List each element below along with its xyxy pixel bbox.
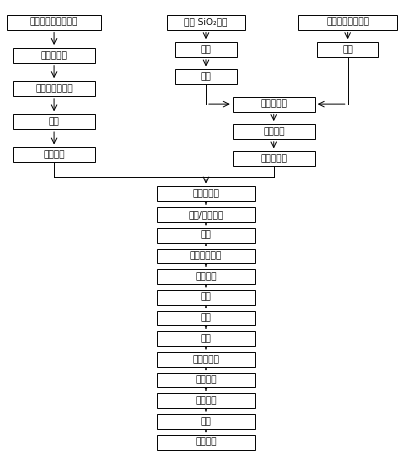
FancyBboxPatch shape xyxy=(167,15,245,30)
FancyBboxPatch shape xyxy=(157,249,255,263)
FancyBboxPatch shape xyxy=(13,81,95,96)
FancyBboxPatch shape xyxy=(157,373,255,387)
Text: 堆放养生: 堆放养生 xyxy=(195,396,217,405)
Text: 纳米 SiO₂粒子: 纳米 SiO₂粒子 xyxy=(184,18,228,27)
FancyBboxPatch shape xyxy=(157,186,255,202)
Text: 低温冷却: 低温冷却 xyxy=(195,376,217,385)
Text: 称量: 称量 xyxy=(201,72,211,82)
FancyBboxPatch shape xyxy=(7,15,101,30)
FancyBboxPatch shape xyxy=(157,393,255,408)
Text: 放入浸渍罐: 放入浸渍罐 xyxy=(192,189,220,198)
Text: 检验: 检验 xyxy=(201,417,211,426)
FancyBboxPatch shape xyxy=(157,352,255,367)
FancyBboxPatch shape xyxy=(157,311,255,325)
Text: 制备脲醛树脂溶液: 制备脲醛树脂溶液 xyxy=(326,18,369,27)
Text: 干燥: 干燥 xyxy=(201,45,211,54)
Text: 改性浸渍剂: 改性浸渍剂 xyxy=(260,154,287,163)
Text: 开罐: 开罐 xyxy=(201,231,211,240)
Text: 陈放至不滴水: 陈放至不滴水 xyxy=(190,251,222,261)
Text: 升温: 升温 xyxy=(201,334,211,343)
FancyBboxPatch shape xyxy=(175,69,237,84)
Text: 高温热处理: 高温热处理 xyxy=(192,355,220,364)
Text: 按比例混合: 按比例混合 xyxy=(260,99,287,109)
Text: 稀释: 稀释 xyxy=(342,45,353,54)
FancyBboxPatch shape xyxy=(175,42,237,57)
Text: 绝干处理: 绝干处理 xyxy=(43,150,65,159)
Text: 备料: 备料 xyxy=(49,117,59,126)
FancyBboxPatch shape xyxy=(13,147,95,162)
Text: 干燥: 干燥 xyxy=(201,313,211,322)
FancyBboxPatch shape xyxy=(157,207,255,222)
FancyBboxPatch shape xyxy=(157,290,255,305)
FancyBboxPatch shape xyxy=(157,269,255,284)
FancyBboxPatch shape xyxy=(157,435,255,449)
FancyBboxPatch shape xyxy=(157,331,255,346)
FancyBboxPatch shape xyxy=(13,114,95,129)
Text: 杨木、杉木等速生材: 杨木、杉木等速生材 xyxy=(30,18,78,27)
FancyBboxPatch shape xyxy=(298,15,397,30)
Text: 成品入库: 成品入库 xyxy=(195,437,217,447)
Text: 堆垛入窑: 堆垛入窑 xyxy=(195,272,217,281)
Text: 天然或人工干燥: 天然或人工干燥 xyxy=(35,84,73,93)
FancyBboxPatch shape xyxy=(13,48,95,63)
FancyBboxPatch shape xyxy=(233,97,315,112)
FancyBboxPatch shape xyxy=(317,42,379,57)
FancyBboxPatch shape xyxy=(233,151,315,166)
Text: 超声分散: 超声分散 xyxy=(263,127,285,136)
FancyBboxPatch shape xyxy=(233,124,315,139)
Text: 制材与分选: 制材与分选 xyxy=(41,51,68,60)
Text: 预热: 预热 xyxy=(201,293,211,302)
Text: 真空/加压浸注: 真空/加压浸注 xyxy=(188,210,224,219)
FancyBboxPatch shape xyxy=(157,228,255,243)
FancyBboxPatch shape xyxy=(157,414,255,429)
